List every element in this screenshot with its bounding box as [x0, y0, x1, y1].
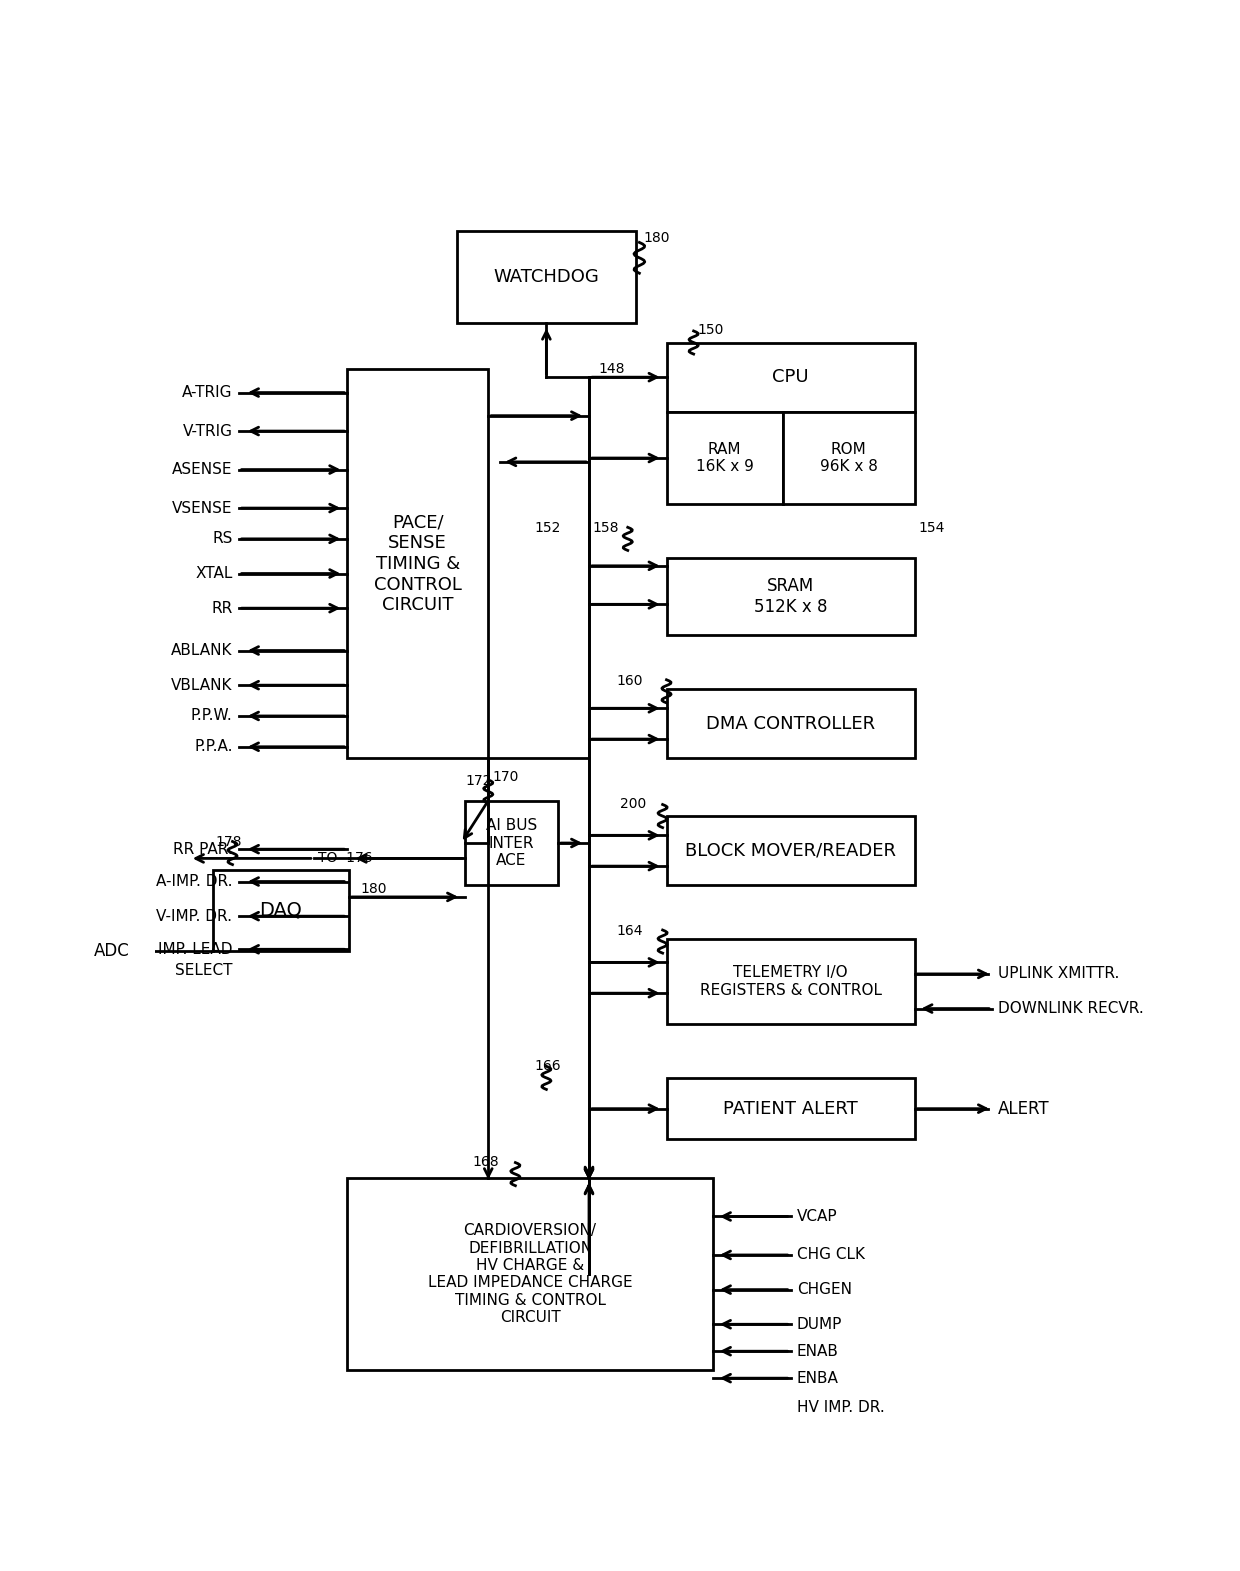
- Bar: [347, 1178, 713, 1370]
- Bar: [458, 231, 635, 324]
- Bar: [667, 815, 915, 886]
- Bar: [465, 801, 558, 886]
- Text: V-IMP. DR.: V-IMP. DR.: [156, 908, 233, 924]
- Text: XTAL: XTAL: [195, 566, 233, 581]
- Text: VCAP: VCAP: [797, 1210, 837, 1224]
- Text: DOWNLINK RECVR.: DOWNLINK RECVR.: [998, 1001, 1145, 1016]
- Bar: [667, 1078, 915, 1139]
- Text: V-TRIG: V-TRIG: [182, 424, 233, 438]
- Text: CPU: CPU: [773, 368, 808, 386]
- Text: DMA CONTROLLER: DMA CONTROLLER: [706, 715, 875, 732]
- Bar: [347, 369, 489, 759]
- Text: ASENSE: ASENSE: [172, 462, 233, 478]
- Text: IMP. LEAD: IMP. LEAD: [157, 941, 233, 957]
- Text: 154: 154: [919, 522, 945, 536]
- Text: ENAB: ENAB: [797, 1343, 838, 1359]
- Text: 150: 150: [697, 324, 724, 338]
- Text: 164: 164: [616, 924, 642, 938]
- Bar: [667, 558, 915, 635]
- Text: RR: RR: [211, 600, 233, 616]
- Text: 152: 152: [534, 522, 562, 536]
- Text: 172: 172: [465, 775, 491, 787]
- Text: A-TRIG: A-TRIG: [182, 385, 233, 401]
- Text: P.P.A.: P.P.A.: [193, 740, 233, 754]
- Text: UPLINK XMITTR.: UPLINK XMITTR.: [998, 966, 1120, 982]
- Bar: [667, 342, 915, 412]
- Bar: [782, 412, 915, 504]
- Text: SELECT: SELECT: [175, 963, 233, 979]
- Text: 148: 148: [598, 361, 625, 375]
- Text: 158: 158: [593, 522, 619, 536]
- Text: CHGEN: CHGEN: [797, 1282, 852, 1298]
- Text: SRAM
512K x 8: SRAM 512K x 8: [754, 577, 827, 616]
- Text: ABLANK: ABLANK: [171, 643, 233, 658]
- Text: RR PAR.: RR PAR.: [172, 842, 233, 856]
- Text: ROM
96K x 8: ROM 96K x 8: [820, 441, 878, 474]
- Text: VBLANK: VBLANK: [171, 677, 233, 693]
- Text: DUMP: DUMP: [797, 1316, 842, 1332]
- Text: PACE/
SENSE
TIMING &
CONTROL
CIRCUIT: PACE/ SENSE TIMING & CONTROL CIRCUIT: [373, 514, 461, 614]
- Text: RS: RS: [212, 531, 233, 547]
- Bar: [667, 939, 915, 1024]
- Text: ADC: ADC: [94, 943, 129, 960]
- Text: A-IMP. DR.: A-IMP. DR.: [156, 873, 233, 889]
- Text: 200: 200: [620, 796, 646, 811]
- Bar: [213, 870, 348, 950]
- Text: DAQ: DAQ: [259, 900, 303, 921]
- Bar: [667, 690, 915, 759]
- Text: P.P.W.: P.P.W.: [191, 709, 233, 724]
- Text: ENBA: ENBA: [797, 1370, 838, 1386]
- Text: PATIENT ALERT: PATIENT ALERT: [723, 1100, 858, 1117]
- Text: TELEMETRY I/O
REGISTERS & CONTROL: TELEMETRY I/O REGISTERS & CONTROL: [699, 966, 882, 998]
- Text: CARDIOVERSION/
DEFIBRILLATION
HV CHARGE &
LEAD IMPEDANCE CHARGE
TIMING & CONTROL: CARDIOVERSION/ DEFIBRILLATION HV CHARGE …: [428, 1224, 632, 1326]
- Text: BLOCK MOVER/READER: BLOCK MOVER/READER: [684, 842, 897, 859]
- Text: VSENSE: VSENSE: [172, 501, 233, 515]
- Text: WATCHDOG: WATCHDOG: [494, 269, 599, 286]
- Text: TO  176: TO 176: [317, 851, 372, 864]
- Text: ALERT: ALERT: [998, 1100, 1050, 1117]
- Text: CHG CLK: CHG CLK: [797, 1247, 864, 1263]
- Bar: [667, 412, 782, 504]
- Text: 160: 160: [616, 674, 642, 688]
- Text: HV IMP. DR.: HV IMP. DR.: [797, 1400, 884, 1415]
- Text: 180: 180: [644, 231, 670, 245]
- Text: AI BUS
INTER
ACE: AI BUS INTER ACE: [486, 818, 537, 867]
- Text: 166: 166: [534, 1059, 562, 1073]
- Text: 168: 168: [472, 1155, 500, 1169]
- Text: 178: 178: [216, 836, 242, 850]
- Text: 170: 170: [492, 770, 518, 784]
- Text: 180: 180: [361, 881, 387, 895]
- Text: RAM
16K x 9: RAM 16K x 9: [696, 441, 754, 474]
